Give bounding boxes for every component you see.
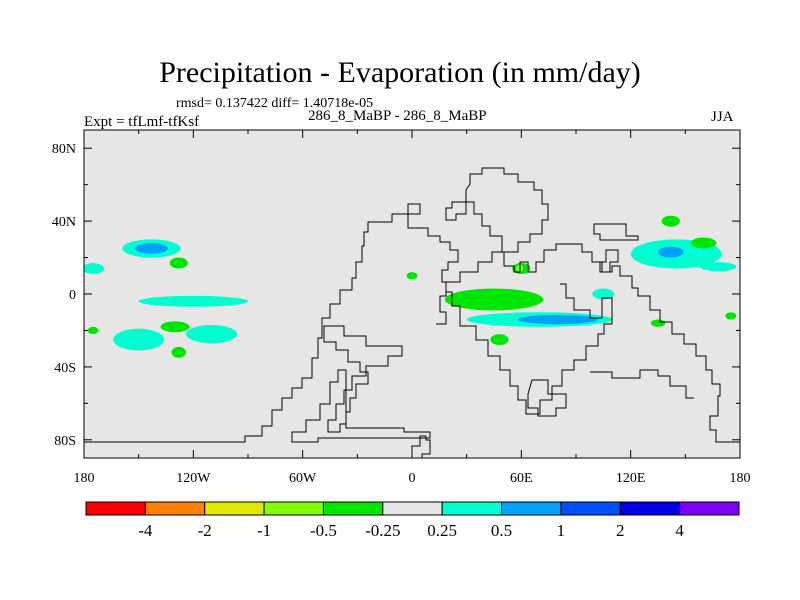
- anomaly-s-pacific-east-negative: [725, 312, 737, 320]
- anomaly-s-pacific-positive-east: [186, 324, 238, 344]
- anomaly-contours: [84, 215, 737, 358]
- anomaly-tropical-indian-positive-core: [517, 314, 598, 325]
- anomaly-w-africa-negative: [406, 272, 418, 280]
- colorbar-label-7: 1: [557, 521, 566, 540]
- anomaly-e-pacific-edge-positive: [84, 263, 105, 274]
- y-axis: 80N 40N 0 40S 80S: [52, 142, 740, 449]
- anomaly-s-pacific-negative-a: [160, 321, 190, 333]
- colorbar-label-3: -0.5: [310, 521, 337, 540]
- anomaly-n-pacific-positive-core: [135, 242, 168, 254]
- anomaly-w-pacific-positive-core: [658, 246, 684, 258]
- colorbar-swatch-6: [441, 501, 503, 516]
- y-tick-label-1: 40N: [52, 215, 76, 230]
- colorbar-label-4: -0.25: [365, 521, 400, 540]
- anomaly-tropical-indian-negative: [444, 288, 544, 311]
- anomaly-s-pacific-negative-c: [87, 326, 99, 335]
- colorbar-swatch-5: [382, 501, 443, 516]
- anomaly-w-pacific-negative-a: [690, 237, 717, 249]
- stats-label: rmsd= 0.137422 diff= 1.40718e-05: [176, 96, 374, 111]
- chart-subtitle: 286_8_MaBP - 286_8_MaBP: [308, 108, 487, 124]
- coastline-siberia: [445, 167, 549, 253]
- coastline-antarctica-arm: [291, 369, 431, 443]
- colorbar-swatch-2: [204, 501, 265, 516]
- y-tick-label-3: 40S: [54, 361, 76, 376]
- experiment-label: Expt = tfLmf-tfKsf: [84, 114, 200, 130]
- coastline-eurasia-africa: [411, 243, 740, 458]
- season-label: JJA: [711, 109, 734, 125]
- x-tick-label-3: 0: [409, 471, 416, 486]
- anomaly-n-pacific-negative: [169, 257, 188, 269]
- colorbar-label-1: -2: [198, 521, 212, 540]
- colorbar-swatch-4: [322, 501, 384, 516]
- anomaly-sw-pacific-negative: [650, 319, 666, 327]
- coastline-americas: [84, 203, 459, 443]
- coastline-india-asia: [446, 283, 613, 415]
- y-tick-label-4: 80S: [54, 434, 76, 449]
- colorbar-label-6: 0.5: [491, 521, 512, 540]
- x-axis: 180 120W 60W 0 60E 120E 180: [74, 130, 751, 486]
- anomaly-s-indian-negative: [490, 334, 509, 346]
- colorbar-label-9: 4: [675, 521, 684, 540]
- x-tick-label-5: 120E: [616, 471, 646, 486]
- colorbar: -4 -2 -1 -0.5 -0.25 0.25 0.5 1 2 4: [85, 501, 740, 540]
- colorbar-label-8: 2: [616, 521, 625, 540]
- colorbar-swatch-8: [560, 501, 621, 516]
- anomaly-s-pacific-positive-west: [113, 328, 165, 351]
- anomaly-s-pacific-negative-b: [171, 346, 187, 358]
- x-tick-label-4: 60E: [510, 471, 533, 486]
- map-background: [84, 130, 740, 458]
- x-tick-label-0: 180: [74, 471, 95, 486]
- colorbar-swatch-3: [263, 501, 324, 516]
- x-tick-label-1: 120W: [176, 471, 211, 486]
- anomaly-tropical-pacific-positive: [138, 295, 248, 307]
- anomaly-w-pacific-positive-west: [592, 288, 615, 300]
- colorbar-label-2: -1: [257, 521, 271, 540]
- y-tick-label-0: 80N: [52, 142, 76, 157]
- coastline-south-america: [323, 325, 403, 433]
- coastlines: [84, 167, 740, 458]
- colorbar-swatch-1: [144, 501, 206, 516]
- x-tick-label-2: 60W: [289, 471, 317, 486]
- colorbar-label-0: -4: [138, 521, 153, 540]
- chart-title: Precipitation - Evaporation (in mm/day): [159, 56, 641, 89]
- colorbar-label-5: 0.25: [427, 521, 457, 540]
- y-tick-label-2: 0: [69, 288, 76, 303]
- colorbar-swatch-7: [501, 501, 562, 516]
- x-tick-label-6: 180: [730, 471, 751, 486]
- coastline-east-asia: [527, 223, 694, 417]
- colorbar-swatch-0: [85, 501, 146, 516]
- colorbar-swatch-9: [619, 501, 681, 516]
- anomaly-w-pacific-negative-b: [661, 215, 680, 227]
- colorbar-swatch-10: [679, 501, 740, 516]
- anomaly-w-pacific-positive-east: [699, 262, 737, 272]
